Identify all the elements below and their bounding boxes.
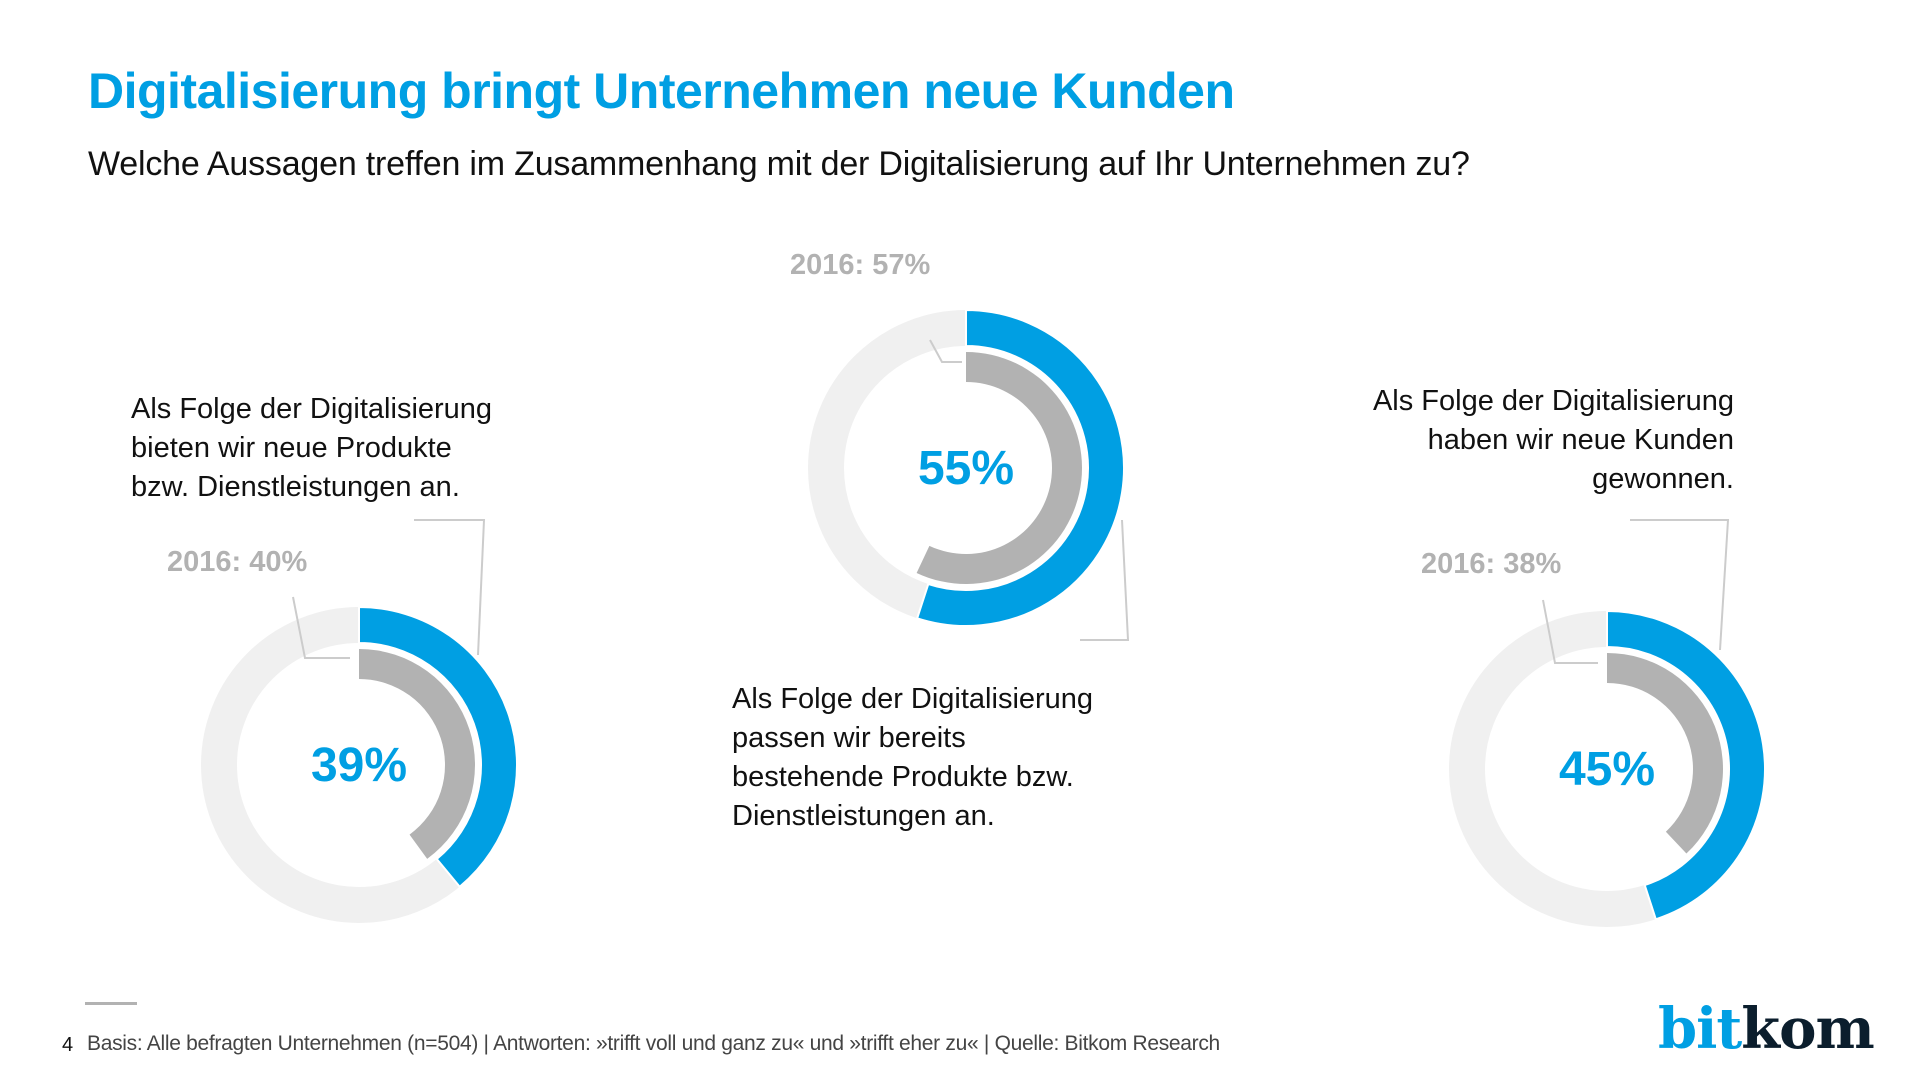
footnote-source: Basis: Alle befragten Unternehmen (n=504… xyxy=(87,1032,1220,1055)
label-line: Als Folge der Digitalisierung xyxy=(131,393,493,425)
page-number: 4 xyxy=(62,1034,74,1056)
value-arc xyxy=(1606,609,1766,921)
value-arc xyxy=(358,605,518,889)
statement-label-neue-kunden: Als Folge der Digitalisierung haben wir … xyxy=(1300,382,1734,499)
logo-bit: bit xyxy=(1658,996,1742,1062)
previous-arc xyxy=(916,352,1082,584)
previous-value-label: 2016: 40% xyxy=(167,546,308,578)
label-line: bieten wir neue Produkte xyxy=(131,432,452,464)
statement-leader-line xyxy=(1080,519,1130,641)
previous-arc xyxy=(1607,653,1723,854)
value-arc xyxy=(915,308,1125,627)
previous-value-label: 2016: 38% xyxy=(1421,548,1562,580)
label-line: Dienstleistungen an. xyxy=(732,800,995,832)
label-line: gewonnen. xyxy=(1592,463,1734,495)
footer-divider xyxy=(85,1002,137,1005)
label-line: passen wir bereits xyxy=(732,722,966,754)
previous-leader-line xyxy=(1542,599,1598,664)
previous-arc xyxy=(359,649,475,859)
label-line: bzw. Dienstleistungen an. xyxy=(131,471,460,503)
center-value-label: 45% xyxy=(1559,743,1655,796)
previous-leader-line xyxy=(292,596,350,659)
statement-leader-line xyxy=(1630,519,1730,651)
label-line: Als Folge der Digitalisierung xyxy=(1372,385,1734,417)
bitkom-logo: bitkom xyxy=(1658,996,1875,1062)
logo-kom: kom xyxy=(1741,996,1874,1062)
page-subtitle: Welche Aussagen treffen im Zusammenhang … xyxy=(88,145,1470,183)
center-value-label: 55% xyxy=(918,442,1014,495)
statement-label-neue-produkte: Als Folge der Digitalisierung bieten wir… xyxy=(131,390,492,507)
page-title: Digitalisierung bringt Unternehmen neue … xyxy=(88,63,1235,119)
previous-value-label: 2016: 57% xyxy=(790,249,931,281)
previous-leader-line xyxy=(929,339,962,363)
center-value-label: 39% xyxy=(311,739,407,792)
statement-label-bestehende-produkte: Als Folge der Digitalisierung passen wir… xyxy=(732,680,1093,836)
label-line: bestehende Produkte bzw. xyxy=(732,761,1074,793)
statement-leader-line xyxy=(414,519,486,656)
label-line: haben wir neue Kunden xyxy=(1427,424,1734,456)
label-line: Als Folge der Digitalisierung xyxy=(732,683,1094,715)
